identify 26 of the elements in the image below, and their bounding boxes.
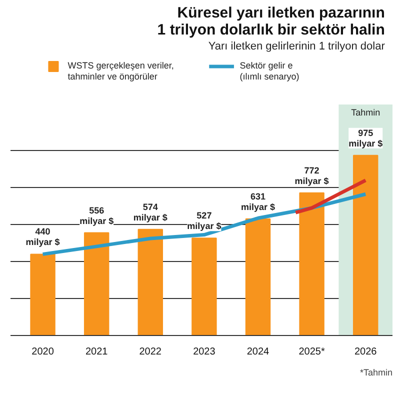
x-tick-label: 2026 — [354, 346, 378, 358]
x-tick-label: 2020 — [32, 346, 54, 358]
bar — [30, 254, 56, 336]
x-tick-label: 2024 — [246, 346, 270, 358]
chart-title: Küresel yarı iletken pazarının 1 trilyon dolarlık bir sektör halin — [157, 4, 385, 38]
x-tick-label: 2021 — [85, 346, 108, 358]
text: *Tahmin — [360, 368, 392, 378]
bar — [84, 232, 110, 336]
x-tick-label: 2025* — [298, 346, 325, 358]
bar — [299, 192, 324, 336]
data-label: 440 milyar $ — [26, 226, 60, 248]
data-label: 975 milyar $ — [348, 128, 383, 148]
band-label: Tahmin — [351, 108, 380, 118]
x-tick-label: 2023 — [193, 346, 216, 358]
x-tick-label: 2022 — [139, 346, 162, 358]
legend-label: Sektör gelir e (ılımlı senaryo) — [240, 60, 300, 82]
data-label: 772 milyar $ — [294, 165, 329, 186]
chart-subtitle: Yarı iletken gelirlerinin 1 trilyon dolar — [208, 40, 386, 52]
bar — [192, 238, 217, 336]
bar — [245, 218, 271, 336]
data-label: 556 milyar $ — [80, 205, 114, 226]
data-label: 574 milyar $ — [133, 202, 168, 222]
bar — [138, 228, 163, 336]
legend-label: WSTS gerçekleşen veriler, tahminler ve öngörüler — [68, 60, 174, 82]
data-label: 631 milyar $ — [240, 191, 276, 212]
data-label: 527 milyar $ — [187, 210, 222, 232]
